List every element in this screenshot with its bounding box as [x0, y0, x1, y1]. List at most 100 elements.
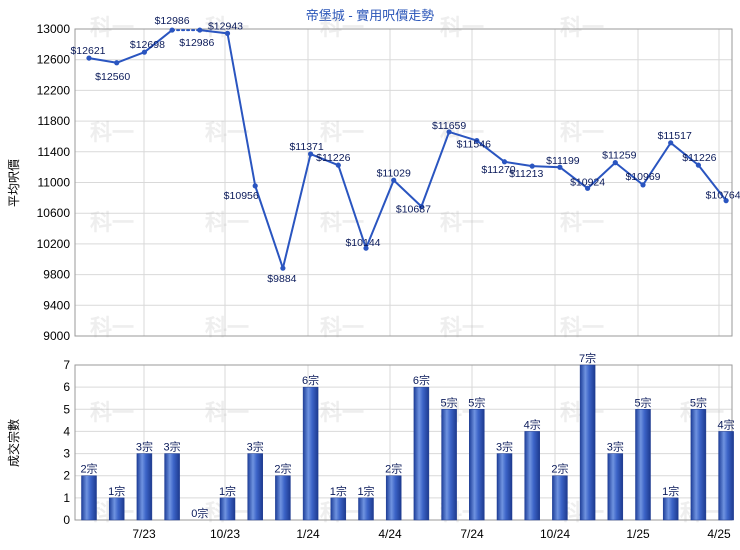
watermark-text: 科一: [205, 120, 249, 145]
watermark-text: 科一: [205, 400, 249, 425]
line-data-label: $11213: [509, 168, 543, 180]
line-chart-data-labels: $12621 $12560 $12698 $12986 $12986 $12943 $109…: [70, 15, 740, 285]
bar-data-label: 0宗: [191, 506, 208, 520]
line-y-tick-label: 9800: [43, 268, 70, 282]
line-data-point: [474, 137, 480, 144]
line-data-label: $12986: [155, 15, 190, 27]
bar: [275, 475, 291, 521]
line-data-point: [363, 245, 369, 251]
watermark-text: 科一: [560, 15, 604, 40]
watermark-text: 科一: [90, 120, 134, 145]
watermark-text: 科一: [320, 400, 364, 425]
line-y-tick-label: 9000: [43, 329, 70, 343]
bar: [136, 453, 153, 521]
line-data-label: $11259: [602, 150, 636, 162]
bar: [690, 409, 707, 521]
line-series-segment: [337, 164, 367, 250]
bar-x-tick-label: 4/25: [707, 527, 731, 541]
bar-chart-ylabel: 成交宗數: [6, 419, 21, 467]
line-data-label: $11199: [546, 155, 580, 167]
bar: [330, 497, 347, 521]
watermark-text: 科一: [90, 15, 134, 40]
line-series-segment: [475, 139, 506, 163]
bar-data-label: 1宗: [330, 484, 347, 498]
line-series-segment: [365, 179, 395, 250]
bar-data-label: 2宗: [274, 462, 291, 476]
line-chart-series: [88, 29, 728, 270]
line-series-segment: [420, 130, 451, 208]
line-data-point: [612, 160, 618, 166]
bar: [219, 497, 236, 521]
bar-x-tick-label: 10/23: [210, 527, 240, 541]
watermark-text: 科一: [440, 210, 484, 235]
line-data-label: $11226: [682, 152, 716, 164]
line-data-point: [141, 49, 147, 55]
line-data-label: $12986: [179, 37, 214, 49]
line-chart-ylabel: 平均呎價: [7, 159, 21, 207]
bar-data-label: 2宗: [385, 462, 402, 476]
line-series-segment: [669, 141, 700, 167]
bar-data-label: 4宗: [524, 417, 541, 431]
bar-x-tick-label: 1/24: [296, 527, 320, 541]
line-data-label: $10969: [625, 171, 660, 183]
line-data-label: $11517: [658, 130, 692, 142]
line-data-point: [280, 265, 286, 271]
bar-y-tick-label: 6: [63, 380, 70, 394]
line-data-label: $12560: [95, 71, 130, 83]
bar: [469, 409, 485, 521]
line-data-point: [391, 177, 397, 183]
bar-data-label: 6宗: [302, 373, 319, 387]
line-y-tick-label: 10600: [37, 206, 71, 220]
bar-data-label: 1宗: [662, 484, 679, 498]
line-series-segment: [392, 179, 423, 208]
line-data-label: $11546: [457, 139, 491, 151]
watermark-text: 科一: [320, 15, 364, 40]
line-series-segment: [697, 164, 728, 202]
bar-x-tick-label: 7/24: [460, 527, 484, 541]
bar: [718, 431, 734, 521]
line-series-segment: [586, 161, 617, 190]
line-data-point: [668, 140, 674, 146]
line-data-label: $10924: [570, 176, 605, 188]
line-series-segment: [198, 29, 229, 35]
line-series-segment: [115, 51, 146, 64]
line-chart-frame: [74, 28, 733, 337]
line-data-label: $10687: [396, 204, 431, 216]
line-chart-points: [86, 27, 729, 271]
line-y-tick-label: 11000: [38, 176, 71, 190]
bar: [164, 453, 180, 521]
chart-title: 帝堡城 - 實用呎價走勢: [306, 8, 435, 23]
bar-data-label: 3宗: [247, 440, 264, 454]
line-data-point: [86, 55, 92, 61]
line-data-label: $10764: [706, 190, 740, 202]
line-series-segment: [558, 166, 589, 190]
bar-data-label: 1宗: [108, 484, 125, 498]
line-data-point: [169, 27, 175, 33]
line-chart-y-ticks: 9000 9400 9800 10200 10600 11000 11400 11800 122…: [37, 22, 71, 343]
watermark-text: 科一: [90, 210, 134, 235]
bar-data-label: 3宗: [607, 440, 624, 454]
bar: [552, 475, 568, 521]
line-data-point: [585, 185, 591, 191]
line-y-tick-label: 12200: [37, 83, 71, 97]
line-data-point: [335, 162, 341, 168]
bar-data-label: 2宗: [80, 462, 97, 476]
line-data-point: [446, 129, 452, 135]
watermark-text: 科一: [320, 120, 364, 145]
line-data-label: $11371: [289, 141, 323, 153]
line-data-point: [640, 182, 646, 188]
bar-y-tick-label: 0: [63, 513, 70, 527]
line-data-point: [197, 27, 203, 33]
line-data-label: $10956: [224, 190, 259, 202]
bar: [413, 386, 430, 521]
bar: [385, 475, 402, 521]
line-data-label: $10144: [345, 237, 380, 249]
line-data-point: [418, 203, 424, 210]
line-series-segment: [309, 153, 340, 167]
bar-y-tick-label: 2: [63, 469, 70, 483]
line-series-segment: [226, 32, 257, 187]
